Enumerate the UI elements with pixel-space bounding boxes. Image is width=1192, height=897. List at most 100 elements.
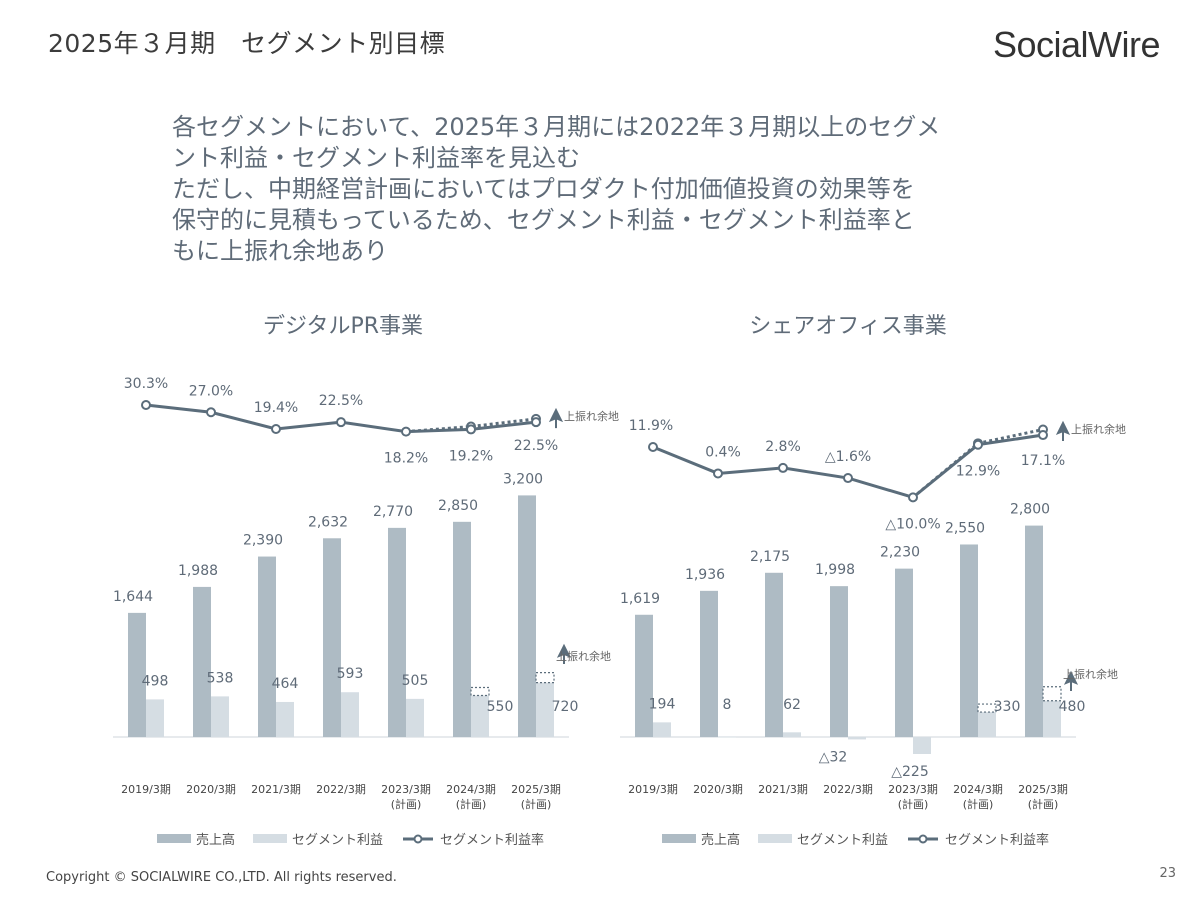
margin-point bbox=[531, 417, 541, 428]
profit-bar bbox=[341, 692, 359, 737]
profit-value-label: 8 bbox=[723, 697, 732, 713]
legend-share-office: 売上高 セグメント利益 セグメント利益率 bbox=[662, 829, 1049, 848]
profit-bar bbox=[783, 732, 801, 737]
sales-bar bbox=[258, 556, 276, 737]
lead-line: もに上振れ余地あり bbox=[172, 237, 388, 265]
legend-label-sales: 売上高 bbox=[701, 833, 741, 848]
category-label: 2021/3期 bbox=[758, 783, 808, 796]
legend-swatch-sales bbox=[662, 834, 696, 843]
profit-bar bbox=[978, 712, 996, 737]
sales-value-label: 1,936 bbox=[685, 567, 725, 583]
margin-value-label: 27.0% bbox=[189, 383, 233, 399]
profit-bar bbox=[653, 722, 671, 737]
legend-label-sales: 売上高 bbox=[196, 833, 236, 848]
sales-bar bbox=[193, 586, 211, 737]
sales-bar bbox=[635, 614, 653, 737]
sales-value-label: 2,550 bbox=[945, 520, 985, 536]
category-sublabel: (計画) bbox=[456, 797, 487, 811]
category-sublabel: (計画) bbox=[521, 797, 552, 811]
profit-bar bbox=[211, 696, 229, 737]
margin-value-label: 11.9% bbox=[629, 418, 673, 434]
legend-label-profit: セグメント利益 bbox=[797, 833, 889, 848]
profit-upside-note: 上振れ余地 bbox=[1063, 667, 1118, 681]
sales-bar bbox=[765, 572, 783, 737]
upside-arrow-icon bbox=[548, 407, 564, 429]
category-label: 2019/3期 bbox=[121, 783, 171, 796]
legend-item-sales: 売上高 bbox=[157, 829, 235, 848]
margin-value-label: 12.9% bbox=[956, 464, 1000, 480]
profit-bar bbox=[1043, 700, 1061, 737]
margin-value-label: 19.4% bbox=[254, 400, 298, 416]
category-label: 2024/3期 bbox=[953, 783, 1003, 796]
profit-bar bbox=[146, 699, 164, 737]
category-sublabel: (計画) bbox=[1028, 797, 1059, 811]
profit-value-label: 550 bbox=[487, 699, 514, 715]
profit-bar bbox=[913, 737, 931, 754]
profit-upside-box bbox=[535, 672, 555, 684]
sales-value-label: 1,988 bbox=[178, 563, 218, 579]
sales-bar bbox=[895, 568, 913, 737]
margin-point bbox=[401, 426, 411, 437]
sales-value-label: 2,632 bbox=[308, 514, 348, 530]
legend-swatch-sales bbox=[157, 834, 191, 843]
legend-item-sales: 売上高 bbox=[662, 829, 740, 848]
profit-bar bbox=[406, 698, 424, 737]
upside-arrow-icon bbox=[1055, 420, 1071, 442]
category-label: 2020/3期 bbox=[186, 783, 236, 796]
legend-label-margin: セグメント利益率 bbox=[945, 833, 1050, 848]
page-number: 23 bbox=[1159, 866, 1176, 881]
lead-line: 各セグメントにおいて、2025年３月期には2022年３月期以上のセグメ bbox=[172, 113, 941, 141]
margin-value-label: △10.0% bbox=[885, 516, 940, 532]
margin-upside-line bbox=[405, 417, 537, 434]
category-label: 2023/3期 bbox=[381, 783, 431, 796]
sales-bar bbox=[830, 586, 848, 737]
category-label: 2021/3期 bbox=[251, 783, 301, 796]
profit-upside-box bbox=[977, 703, 997, 713]
margin-point bbox=[1038, 430, 1048, 441]
category-label: 2020/3期 bbox=[693, 783, 743, 796]
margin-upside-note: 上振れ余地 bbox=[564, 409, 619, 423]
margin-point bbox=[713, 468, 723, 479]
legend-label-margin: セグメント利益率 bbox=[440, 833, 545, 848]
digital-pr-chart: 1,644 498 2019/3期 1,988 538 2020/3期 2,390 464 20… bbox=[113, 376, 619, 811]
margin-point bbox=[843, 473, 853, 484]
category-label: 2025/3期 bbox=[1018, 783, 1068, 796]
sales-value-label: 2,390 bbox=[243, 533, 283, 549]
profit-value-label: 538 bbox=[207, 670, 234, 686]
profit-bar bbox=[718, 736, 736, 738]
margin-point bbox=[466, 424, 476, 435]
sales-bar bbox=[388, 527, 406, 737]
category-label: 2023/3期 bbox=[888, 783, 938, 796]
category-label: 2025/3期 bbox=[511, 783, 561, 796]
legend-swatch-margin bbox=[908, 834, 939, 843]
margin-value-label: △1.6% bbox=[825, 449, 871, 465]
legend-item-profit: セグメント利益 bbox=[758, 829, 888, 848]
margin-point bbox=[648, 442, 658, 452]
legend-swatch-margin bbox=[403, 834, 434, 843]
sales-value-label: 2,230 bbox=[880, 545, 920, 561]
page-title: 2025年３月期 セグメント別目標 bbox=[48, 29, 446, 58]
legend-item-margin: セグメント利益率 bbox=[401, 829, 544, 848]
margin-value-label: 19.2% bbox=[449, 448, 493, 464]
sales-value-label: 3,200 bbox=[503, 471, 543, 487]
lead-line: ただし、中期経営計画においてはプロダクト付加価値投資の効果等を bbox=[172, 175, 915, 203]
profit-upside-box bbox=[470, 686, 490, 697]
sales-value-label: 1,619 bbox=[620, 591, 660, 607]
margin-point bbox=[141, 400, 151, 410]
company-logo: SocialWire bbox=[992, 24, 1161, 65]
profit-value-label: 480 bbox=[1059, 699, 1086, 715]
profit-upside-note: 上振れ余地 bbox=[556, 649, 611, 663]
profit-bar bbox=[848, 737, 866, 740]
lead-text: 各セグメントにおいて、2025年３月期には2022年３月期以上のセグメ ント利益… bbox=[172, 112, 1022, 267]
profit-value-label: △32 bbox=[819, 749, 848, 765]
sales-value-label: 1,644 bbox=[113, 589, 153, 605]
sales-bar bbox=[518, 495, 536, 737]
upside-arrow-icon bbox=[556, 643, 572, 664]
category-sublabel: (計画) bbox=[963, 797, 994, 811]
chart-title-share-office: シェアオフィス事業 bbox=[749, 314, 947, 339]
legend-swatch-profit bbox=[758, 834, 793, 843]
lead-line: 保守的に見積もっているため、セグメント利益・セグメント利益率と bbox=[172, 206, 915, 234]
profit-value-label: △225 bbox=[891, 764, 929, 780]
sales-value-label: 1,998 bbox=[815, 562, 855, 578]
sales-bar bbox=[960, 544, 978, 737]
